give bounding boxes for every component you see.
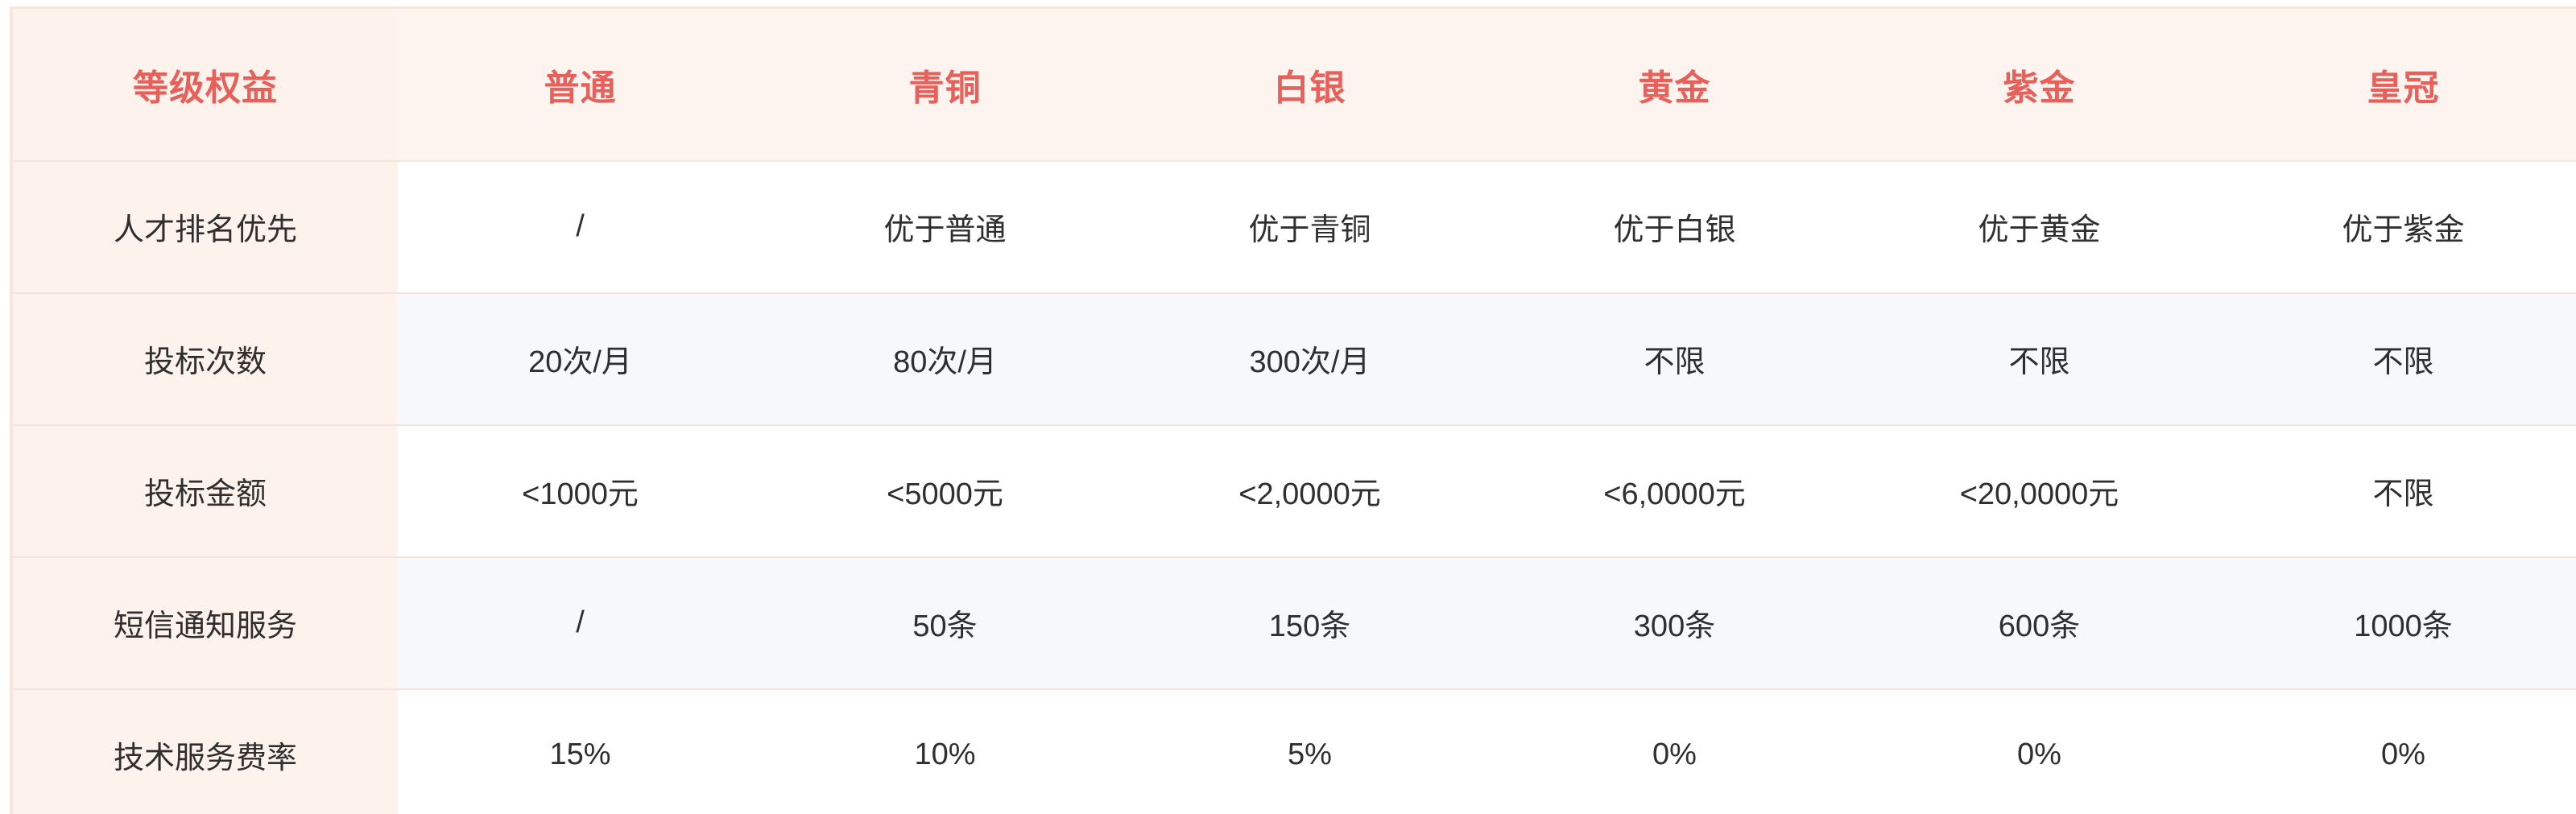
cell-bid-amount-platinum: <20,0000元 xyxy=(1857,424,2222,557)
membership-benefits-table: 等级权益 普通 青铜 白银 黄金 紫金 皇冠 人才排名优先 / 优于普通 优于青… xyxy=(10,6,2576,814)
cell-fee-rate-crown: 0% xyxy=(2222,688,2576,814)
header-tier-crown: 皇冠 xyxy=(2222,7,2576,161)
row-label-sms-notification-service: 短信通知服务 xyxy=(11,556,398,689)
row-label-technical-service-fee-rate: 技术服务费率 xyxy=(11,688,398,814)
cell-bid-count-silver: 300次/月 xyxy=(1127,291,1492,425)
cell-talent-ranking-silver: 优于青铜 xyxy=(1127,159,1492,293)
table-row: 技术服务费率 15% 10% 5% 0% 0% 0% xyxy=(11,688,2576,814)
cell-fee-rate-silver: 5% xyxy=(1127,688,1492,814)
cell-sms-gold: 300条 xyxy=(1492,556,1857,689)
cell-bid-count-gold: 不限 xyxy=(1492,291,1857,425)
cell-bid-count-platinum: 不限 xyxy=(1857,291,2222,425)
row-label-bid-count: 投标次数 xyxy=(11,291,398,425)
cell-talent-ranking-crown: 优于紫金 xyxy=(2222,159,2576,293)
cell-bid-amount-bronze: <5000元 xyxy=(763,424,1127,557)
table-row: 投标次数 20次/月 80次/月 300次/月 不限 不限 不限 xyxy=(11,291,2576,425)
cell-bid-amount-silver: <2,0000元 xyxy=(1127,424,1492,557)
cell-sms-crown: 1000条 xyxy=(2222,556,2576,689)
cell-sms-regular: / xyxy=(398,556,763,689)
cell-bid-count-crown: 不限 xyxy=(2222,291,2576,425)
table-row: 投标金额 <1000元 <5000元 <2,0000元 <6,0000元 <20… xyxy=(11,424,2576,557)
cell-fee-rate-regular: 15% xyxy=(398,688,763,814)
cell-sms-silver: 150条 xyxy=(1127,556,1492,689)
table-row: 人才排名优先 / 优于普通 优于青铜 优于白银 优于黄金 优于紫金 xyxy=(11,159,2576,293)
cell-fee-rate-gold: 0% xyxy=(1492,688,1857,814)
cell-talent-ranking-gold: 优于白银 xyxy=(1492,159,1857,293)
cell-bid-count-regular: 20次/月 xyxy=(398,291,763,425)
cell-bid-count-bronze: 80次/月 xyxy=(763,291,1127,425)
table-row: 短信通知服务 / 50条 150条 300条 600条 1000条 xyxy=(11,556,2576,689)
header-tier-silver: 白银 xyxy=(1127,7,1492,161)
header-tier-bronze: 青铜 xyxy=(763,7,1127,161)
header-tier-regular: 普通 xyxy=(398,7,763,161)
cell-fee-rate-bronze: 10% xyxy=(763,688,1127,814)
cell-talent-ranking-platinum: 优于黄金 xyxy=(1857,159,2222,293)
cell-bid-amount-gold: <6,0000元 xyxy=(1492,424,1857,557)
header-tier-platinum: 紫金 xyxy=(1857,7,2222,161)
row-label-talent-ranking-priority: 人才排名优先 xyxy=(11,159,398,293)
cell-bid-amount-crown: 不限 xyxy=(2222,424,2576,557)
cell-talent-ranking-regular: / xyxy=(398,159,763,293)
table-header: 等级权益 普通 青铜 白银 黄金 紫金 皇冠 xyxy=(11,7,2576,161)
cell-sms-platinum: 600条 xyxy=(1857,556,2222,689)
cell-fee-rate-platinum: 0% xyxy=(1857,688,2222,814)
cell-sms-bronze: 50条 xyxy=(763,556,1127,689)
cell-bid-amount-regular: <1000元 xyxy=(398,424,763,557)
row-label-bid-amount: 投标金额 xyxy=(11,424,398,557)
header-benefit-category: 等级权益 xyxy=(11,7,398,161)
cell-talent-ranking-bronze: 优于普通 xyxy=(763,159,1127,293)
header-row: 等级权益 普通 青铜 白银 黄金 紫金 皇冠 xyxy=(11,7,2576,161)
header-tier-gold: 黄金 xyxy=(1492,7,1857,161)
table-body: 人才排名优先 / 优于普通 优于青铜 优于白银 优于黄金 优于紫金 投标次数 2… xyxy=(11,159,2576,814)
